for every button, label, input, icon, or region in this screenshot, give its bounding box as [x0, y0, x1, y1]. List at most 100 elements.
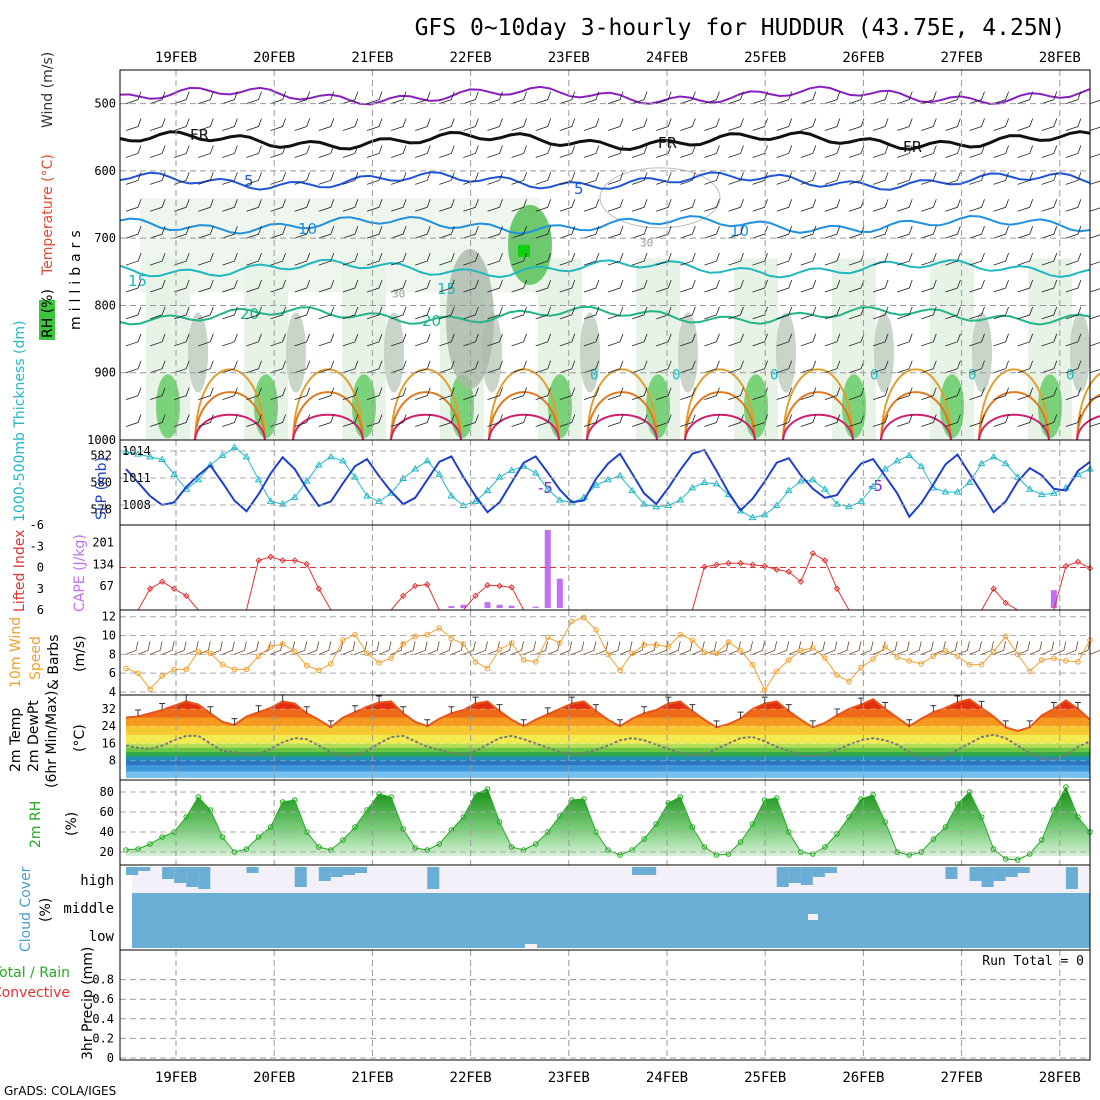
- boundary-layer-isotherm: [488, 368, 560, 441]
- date-label-bottom: 26FEB: [842, 1070, 884, 1086]
- wind-barb: [318, 118, 335, 131]
- wind-barb-10m: [631, 641, 645, 655]
- wind-barb: [1041, 360, 1058, 374]
- cape-bar: [532, 606, 539, 608]
- wind-barb: [366, 360, 383, 374]
- temp-axis-label-line3: (6hr Min/Max): [44, 691, 60, 788]
- wind-barb: [872, 199, 889, 212]
- rh-point: [352, 824, 358, 830]
- wind-barb: [463, 360, 479, 374]
- wind-speed-point: [219, 661, 226, 668]
- wind-barb: [390, 118, 407, 131]
- wind-barb: [704, 387, 720, 401]
- cape-bar: [508, 605, 515, 608]
- thickness-point: [808, 475, 817, 483]
- wind-barb-10m: [945, 641, 958, 655]
- wind-barb: [1041, 118, 1058, 131]
- cloud-high-bar: [354, 867, 367, 873]
- wind-barb: [1089, 234, 1100, 239]
- rh-point: [641, 836, 647, 842]
- wind-barb: [198, 118, 214, 131]
- wind-barb: [415, 306, 431, 320]
- wind-barb: [921, 279, 937, 293]
- wind-barb: [366, 226, 383, 239]
- wind-speed-point: [424, 631, 431, 638]
- wind-barb-10m: [306, 641, 320, 655]
- wind-barb: [921, 226, 937, 239]
- wind-barb: [149, 306, 166, 320]
- thickness-point: [314, 460, 323, 468]
- wind-barb: [149, 279, 166, 293]
- thickness-point: [965, 478, 974, 485]
- wind-barb-10m: [619, 641, 633, 655]
- rh-point: [822, 844, 828, 850]
- thickness-point: [435, 470, 444, 477]
- wind-barb: [1041, 279, 1058, 293]
- thickness-point: [917, 462, 926, 469]
- wind-barb: [583, 360, 600, 374]
- wind-barb-10m: [523, 641, 537, 655]
- wind-barb: [511, 279, 527, 293]
- wind-barb-10m: [824, 641, 838, 655]
- wind-barb: [246, 414, 262, 427]
- rh-point: [713, 852, 720, 858]
- wind-barb: [318, 360, 335, 374]
- wind-barb: [631, 199, 648, 212]
- wind-barb: [198, 360, 214, 374]
- wind-speed-point: [279, 641, 286, 647]
- wind-barb: [1089, 288, 1100, 293]
- wind-speed-point: [255, 653, 262, 660]
- wind-speed-point: [135, 670, 141, 676]
- boundary-layer-isotherm: [194, 368, 266, 441]
- wind-speed-point: [990, 648, 997, 655]
- wind-barb: [222, 306, 238, 320]
- wind-barb: [800, 118, 817, 131]
- wind-barb: [342, 226, 359, 239]
- wind-barb: [318, 199, 335, 212]
- rh-point: [653, 821, 660, 827]
- wind-barb: [921, 145, 937, 158]
- rh-shading-grey: [384, 312, 404, 393]
- wind-barb-10m: [403, 641, 416, 655]
- wind-barb: [559, 252, 576, 266]
- rh-point: [569, 797, 575, 803]
- rh-point: [243, 846, 250, 852]
- wind-barb: [366, 306, 383, 320]
- wind-speed-point: [978, 661, 985, 668]
- wind-barb: [680, 414, 696, 427]
- wind-barb-10m: [234, 641, 247, 655]
- temperature-range-bar: [159, 703, 166, 711]
- wind-barb: [1089, 395, 1100, 401]
- wind-barb: [848, 145, 865, 158]
- date-label-bottom: 19FEB: [155, 1070, 197, 1086]
- wind-barb: [511, 360, 527, 374]
- wind-barb: [776, 360, 793, 374]
- temperature-range-bar: [327, 720, 334, 728]
- rh-point: [159, 834, 165, 840]
- precip-legend-convective: Convective: [0, 985, 70, 1001]
- temperature-range-bar: [882, 701, 889, 709]
- wind-barb: [631, 252, 648, 266]
- lifted-index-point: [291, 557, 298, 564]
- rh-area: [126, 787, 1090, 860]
- wind-barb: [1017, 279, 1034, 293]
- wind-barb: [125, 91, 142, 105]
- wind-barb: [149, 199, 166, 212]
- slp-axis-label: SLP (mb): [94, 457, 110, 520]
- wind-barb: [945, 91, 961, 105]
- wind-barb: [342, 414, 359, 427]
- pressure-tick-label: 600: [94, 164, 116, 178]
- wind-barb: [463, 226, 479, 239]
- thickness-point: [628, 486, 636, 494]
- thickness-point: [760, 510, 769, 518]
- wind-barb: [198, 387, 214, 401]
- wind-speed-point: [147, 686, 153, 692]
- cloud-high-bar: [981, 867, 994, 887]
- wind-barb: [945, 172, 961, 185]
- wind-barb: [945, 306, 961, 320]
- rh-point: [978, 814, 985, 820]
- wind-barb: [366, 414, 383, 427]
- wind-barb: [559, 199, 576, 212]
- wind-barb: [559, 360, 576, 374]
- cloud-high-bar: [788, 867, 801, 883]
